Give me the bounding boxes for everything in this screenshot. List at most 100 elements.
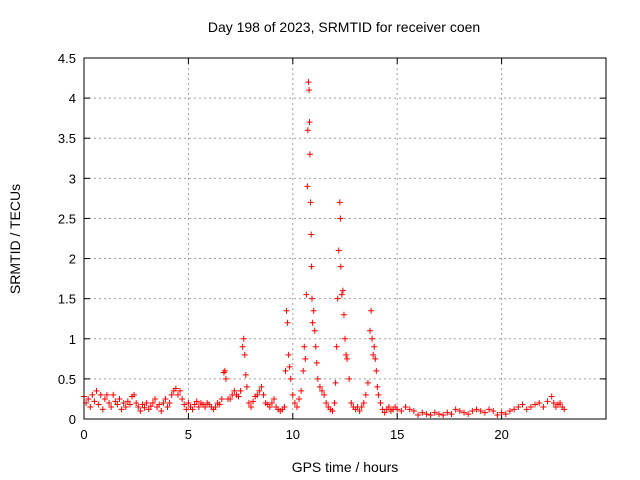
data-point <box>95 401 102 408</box>
data-point <box>166 399 173 406</box>
data-point <box>212 403 219 410</box>
x-axis-label: GPS time / hours <box>292 459 399 475</box>
data-point <box>312 343 319 350</box>
data-point <box>511 406 518 413</box>
data-point <box>141 404 148 411</box>
data-point <box>99 406 106 413</box>
data-point <box>337 215 344 222</box>
data-point <box>536 399 543 406</box>
data-point <box>85 395 92 402</box>
data-point <box>519 401 526 408</box>
data-point <box>358 403 365 410</box>
data-point <box>494 411 501 418</box>
data-point <box>356 407 363 414</box>
data-point <box>340 311 347 318</box>
data-point <box>523 406 530 413</box>
y-tick-label: 3.5 <box>58 131 76 146</box>
data-point <box>122 403 129 410</box>
data-point <box>191 401 198 408</box>
data-point <box>373 367 380 374</box>
data-point <box>285 351 292 358</box>
data-point <box>124 398 131 405</box>
data-point <box>481 409 488 416</box>
data-point <box>506 407 513 414</box>
data-point <box>174 391 181 398</box>
data-point <box>260 391 267 398</box>
chart-grid <box>84 58 606 419</box>
data-point <box>364 379 371 386</box>
data-point <box>254 391 261 398</box>
data-point <box>540 403 547 410</box>
data-point <box>296 395 303 402</box>
data-point <box>158 407 165 414</box>
data-point <box>309 319 316 326</box>
data-point <box>368 307 375 314</box>
data-point <box>308 231 315 238</box>
data-point <box>114 401 121 408</box>
data-point <box>303 291 310 298</box>
data-point <box>112 398 119 405</box>
data-point <box>306 87 313 94</box>
data-point <box>91 398 98 405</box>
data-point <box>258 383 265 390</box>
data-point <box>415 411 422 418</box>
data-point <box>284 319 291 326</box>
data-point <box>231 387 238 394</box>
data-point <box>227 395 234 402</box>
data-point <box>308 263 315 270</box>
data-point <box>406 406 413 413</box>
data-point <box>149 399 156 406</box>
data-point <box>557 399 564 406</box>
data-point <box>448 411 455 418</box>
data-point <box>314 375 321 382</box>
data-point <box>185 399 192 406</box>
data-point <box>360 399 367 406</box>
y-tick-label: 1 <box>69 332 76 347</box>
data-point <box>106 399 113 406</box>
data-point <box>110 391 117 398</box>
data-point <box>311 327 318 334</box>
data-point <box>323 399 330 406</box>
data-point <box>527 403 534 410</box>
x-tick-label: 0 <box>80 427 87 442</box>
data-point <box>300 367 307 374</box>
data-point <box>548 393 555 400</box>
data-point <box>544 398 551 405</box>
data-point <box>245 399 252 406</box>
data-point <box>143 399 150 406</box>
data-point <box>473 406 480 413</box>
data-point <box>271 395 278 402</box>
data-point <box>291 399 298 406</box>
data-point <box>306 119 313 126</box>
data-point <box>402 403 409 410</box>
data-point <box>310 307 317 314</box>
data-point <box>419 409 426 416</box>
data-point <box>283 307 290 314</box>
data-point <box>218 395 225 402</box>
data-point <box>183 406 190 413</box>
data-point <box>362 391 369 398</box>
data-point <box>342 335 348 342</box>
data-point <box>97 391 104 398</box>
data-point <box>477 407 484 414</box>
data-point <box>319 387 326 394</box>
data-point <box>162 395 169 402</box>
data-point <box>133 399 140 406</box>
data-point <box>126 401 133 408</box>
data-point <box>179 395 186 402</box>
data-point <box>116 395 123 402</box>
data-point <box>298 387 305 394</box>
y-tick-label: 0 <box>69 412 76 427</box>
data-point <box>343 351 350 358</box>
data-point <box>336 199 343 206</box>
x-tick-label: 10 <box>286 427 300 442</box>
data-point <box>160 399 167 406</box>
data-point <box>256 387 263 394</box>
data-point <box>532 401 539 408</box>
data-point <box>189 406 196 413</box>
x-tick-label: 15 <box>390 427 404 442</box>
data-point <box>309 295 316 302</box>
plot-frame <box>83 57 607 420</box>
chart-title: Day 198 of 2023, SRMTID for receiver coe… <box>208 19 480 35</box>
